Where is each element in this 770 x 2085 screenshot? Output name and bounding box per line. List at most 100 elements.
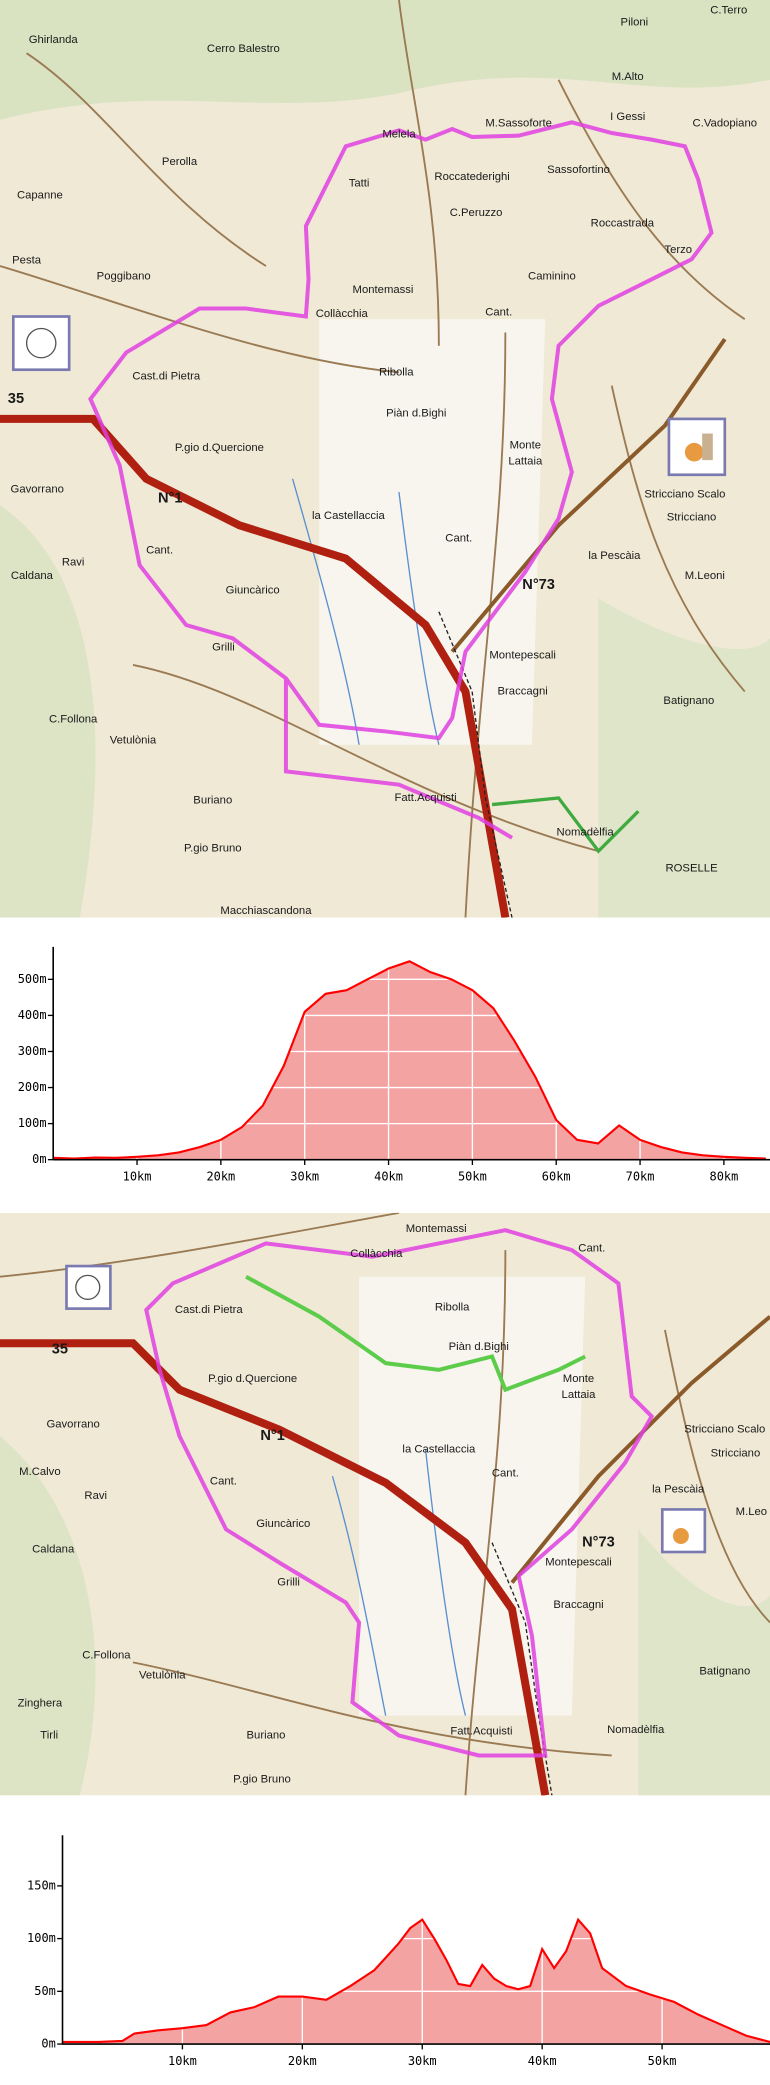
- y-tick-label: 500m: [18, 972, 47, 986]
- place-label: Montemassi: [406, 1223, 467, 1235]
- x-tick-label: 10km: [123, 1169, 152, 1183]
- place-label: M.Leo: [736, 1506, 767, 1518]
- place-label: Poggibano: [97, 271, 151, 283]
- y-tick-label: 400m: [18, 1008, 47, 1022]
- map-2: Montemassi Collàcchia Cant. Cast.di Pietra R…: [0, 1212, 770, 1796]
- place-label: Montepescali: [545, 1557, 612, 1569]
- place-label: Stricciano Scalo: [644, 489, 725, 501]
- place-label: Perolla: [162, 156, 198, 168]
- place-label: M.Sassoforte: [485, 118, 552, 130]
- place-label: N°1: [158, 491, 183, 507]
- x-tick-label: 50km: [458, 1169, 487, 1183]
- x-tick-label: 80km: [710, 1169, 739, 1183]
- place-label: Braccagni: [498, 686, 548, 698]
- place-label: Nomadèlfia: [557, 827, 615, 839]
- place-label: Ravi: [84, 1490, 107, 1502]
- place-label: Cant.: [146, 545, 173, 557]
- place-label: Capanne: [17, 189, 63, 201]
- place-label: Monte: [510, 440, 541, 452]
- place-label: Cant.: [492, 1468, 519, 1480]
- elevation-line: [62, 1917, 770, 2044]
- place-label: la Pescàia: [588, 550, 641, 562]
- place-label: N°73: [582, 1535, 615, 1551]
- place-label: Grilli: [212, 642, 235, 654]
- restaurant-icon: [11, 315, 71, 372]
- x-tick-label: 70km: [626, 1169, 655, 1183]
- place-label: Roccastrada: [591, 217, 655, 229]
- place-label: Montepescali: [489, 650, 556, 662]
- elevation-line: [53, 960, 766, 1160]
- place-label: Pesta: [12, 255, 42, 267]
- place-label: Zinghera: [18, 1698, 63, 1710]
- place-label: Fatt.Acquisti: [394, 792, 456, 804]
- x-tick-label: 60km: [542, 1169, 571, 1183]
- place-label: Ribolla: [435, 1301, 470, 1313]
- place-label: Caldana: [11, 570, 54, 582]
- y-tick-label: 50m: [34, 1984, 56, 1998]
- place-label: Vetulònia: [110, 735, 157, 747]
- place-label: N°1: [260, 1428, 285, 1444]
- place-label: Ravi: [62, 557, 85, 569]
- area-fill: [62, 1919, 770, 2045]
- place-label: Montemassi: [353, 284, 414, 296]
- place-label: M.Alto: [612, 71, 644, 83]
- place-label: Giuncàrico: [226, 584, 280, 596]
- place-label: Cast.di Pietra: [132, 370, 201, 382]
- place-label: C.Peruzzo: [450, 207, 503, 219]
- place-label: M.Leoni: [685, 570, 725, 582]
- place-label: C.Terro: [710, 5, 747, 17]
- restaurant-icon: [65, 1264, 112, 1310]
- place-label: Tirli: [40, 1730, 58, 1742]
- place-label: Stricciano Scalo: [684, 1424, 765, 1436]
- place-label: Gavorrano: [11, 483, 64, 495]
- x-tick-label: 30km: [290, 1169, 319, 1183]
- place-label: Grilli: [277, 1577, 300, 1589]
- x-tick-label: 50km: [648, 2054, 677, 2068]
- place-label: Cant.: [445, 533, 472, 545]
- place-label: Ghirlanda: [29, 34, 79, 46]
- y-tick-label: 100m: [18, 1116, 47, 1130]
- y-tick-label: 0m: [32, 1152, 46, 1166]
- place-label: Sassofortino: [547, 164, 610, 176]
- place-label: Cant.: [210, 1475, 237, 1487]
- place-label: Tatti: [349, 178, 370, 190]
- x-tick-label: 40km: [374, 1169, 403, 1183]
- place-label: Monte: [563, 1373, 594, 1385]
- elevation-chart: 0m 50m 100m 150m 10km 20km 30km 40km 50km: [27, 1835, 770, 2068]
- place-label: C.Follona: [82, 1650, 131, 1662]
- y-tick-label: 200m: [18, 1080, 47, 1094]
- place-label: P.gio Bruno: [184, 842, 242, 854]
- place-label: la Castellaccia: [402, 1444, 476, 1456]
- place-label: Caldana: [32, 1543, 75, 1555]
- place-label: Gavorrano: [46, 1418, 99, 1430]
- place-label: Batignano: [699, 1666, 750, 1678]
- place-label: Giuncàrico: [256, 1518, 310, 1530]
- place-label: Roccatederighi: [434, 171, 509, 183]
- place-label: la Pescàia: [652, 1483, 705, 1495]
- cafe-icon: [667, 417, 727, 477]
- place-label: Braccagni: [553, 1599, 603, 1611]
- place-label: Stricciano: [667, 511, 717, 523]
- x-tick-label: 20km: [206, 1169, 235, 1183]
- place-label: C.Vadopiano: [693, 118, 757, 130]
- place-label: Cast.di Pietra: [175, 1304, 244, 1316]
- place-label: Lattaia: [508, 455, 543, 467]
- place-label: Piàn d.Bighi: [449, 1341, 509, 1353]
- place-label: Terzo: [664, 244, 692, 256]
- place-label: Fatt.Acquisti: [450, 1726, 512, 1738]
- y-tick-label: 0m: [41, 2037, 55, 2051]
- y-tick-label: 150m: [27, 1878, 56, 1892]
- place-label: Buriano: [193, 795, 232, 807]
- x-tick-label: 30km: [408, 2054, 437, 2068]
- place-label: Caminino: [528, 271, 576, 283]
- place-label: 35: [8, 391, 24, 407]
- place-label: I Gessi: [610, 111, 645, 123]
- place-label: Vetulònia: [139, 1670, 186, 1682]
- area-fill: [53, 961, 766, 1160]
- place-label: Cant.: [578, 1243, 605, 1255]
- place-label: P.gio Bruno: [233, 1773, 291, 1785]
- place-label: N°73: [522, 577, 555, 593]
- x-tick-label: 40km: [528, 2054, 557, 2068]
- place-label: la Castellaccia: [312, 510, 386, 522]
